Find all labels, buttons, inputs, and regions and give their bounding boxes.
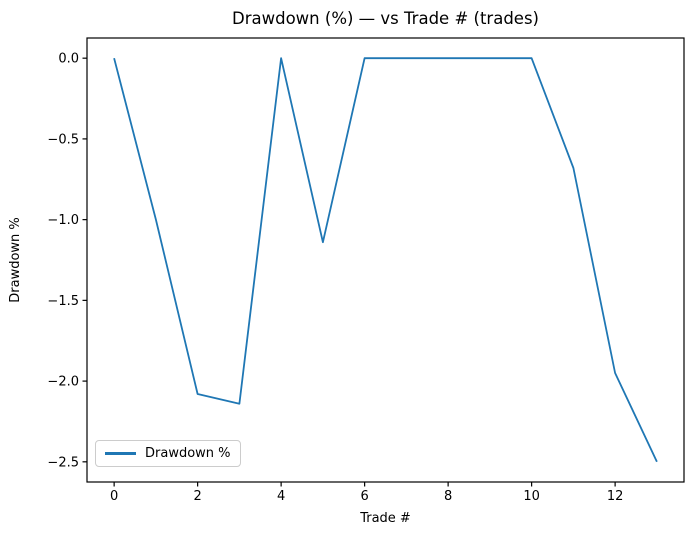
x-tick-label: 8 [444, 489, 452, 504]
x-tick-label: 0 [110, 489, 118, 504]
y-tick-label: −2.0 [47, 375, 79, 390]
y-tick-label: −2.5 [47, 455, 79, 470]
y-tick-label: 0.0 [58, 52, 79, 67]
y-axis-label: Drawdown % [8, 217, 23, 303]
drawdown-line [113, 57, 658, 463]
x-tick-label: 4 [277, 489, 285, 504]
legend-label: Drawdown % [145, 446, 231, 461]
legend: Drawdown % [95, 440, 241, 467]
legend-line-sample [105, 452, 136, 455]
x-tick-label: 12 [607, 489, 624, 504]
y-tick-label: −1.5 [47, 294, 79, 309]
x-tick-label: 6 [360, 489, 368, 504]
y-tick-label: −0.5 [47, 132, 79, 147]
y-tick-label: −1.0 [47, 213, 79, 228]
axes-spines [86, 37, 685, 483]
x-tick-label: 10 [523, 489, 540, 504]
x-tick-label: 2 [193, 489, 201, 504]
chart-title: Drawdown (%) — vs Trade # (trades) [232, 9, 539, 28]
x-axis-label: Trade # [360, 511, 411, 526]
